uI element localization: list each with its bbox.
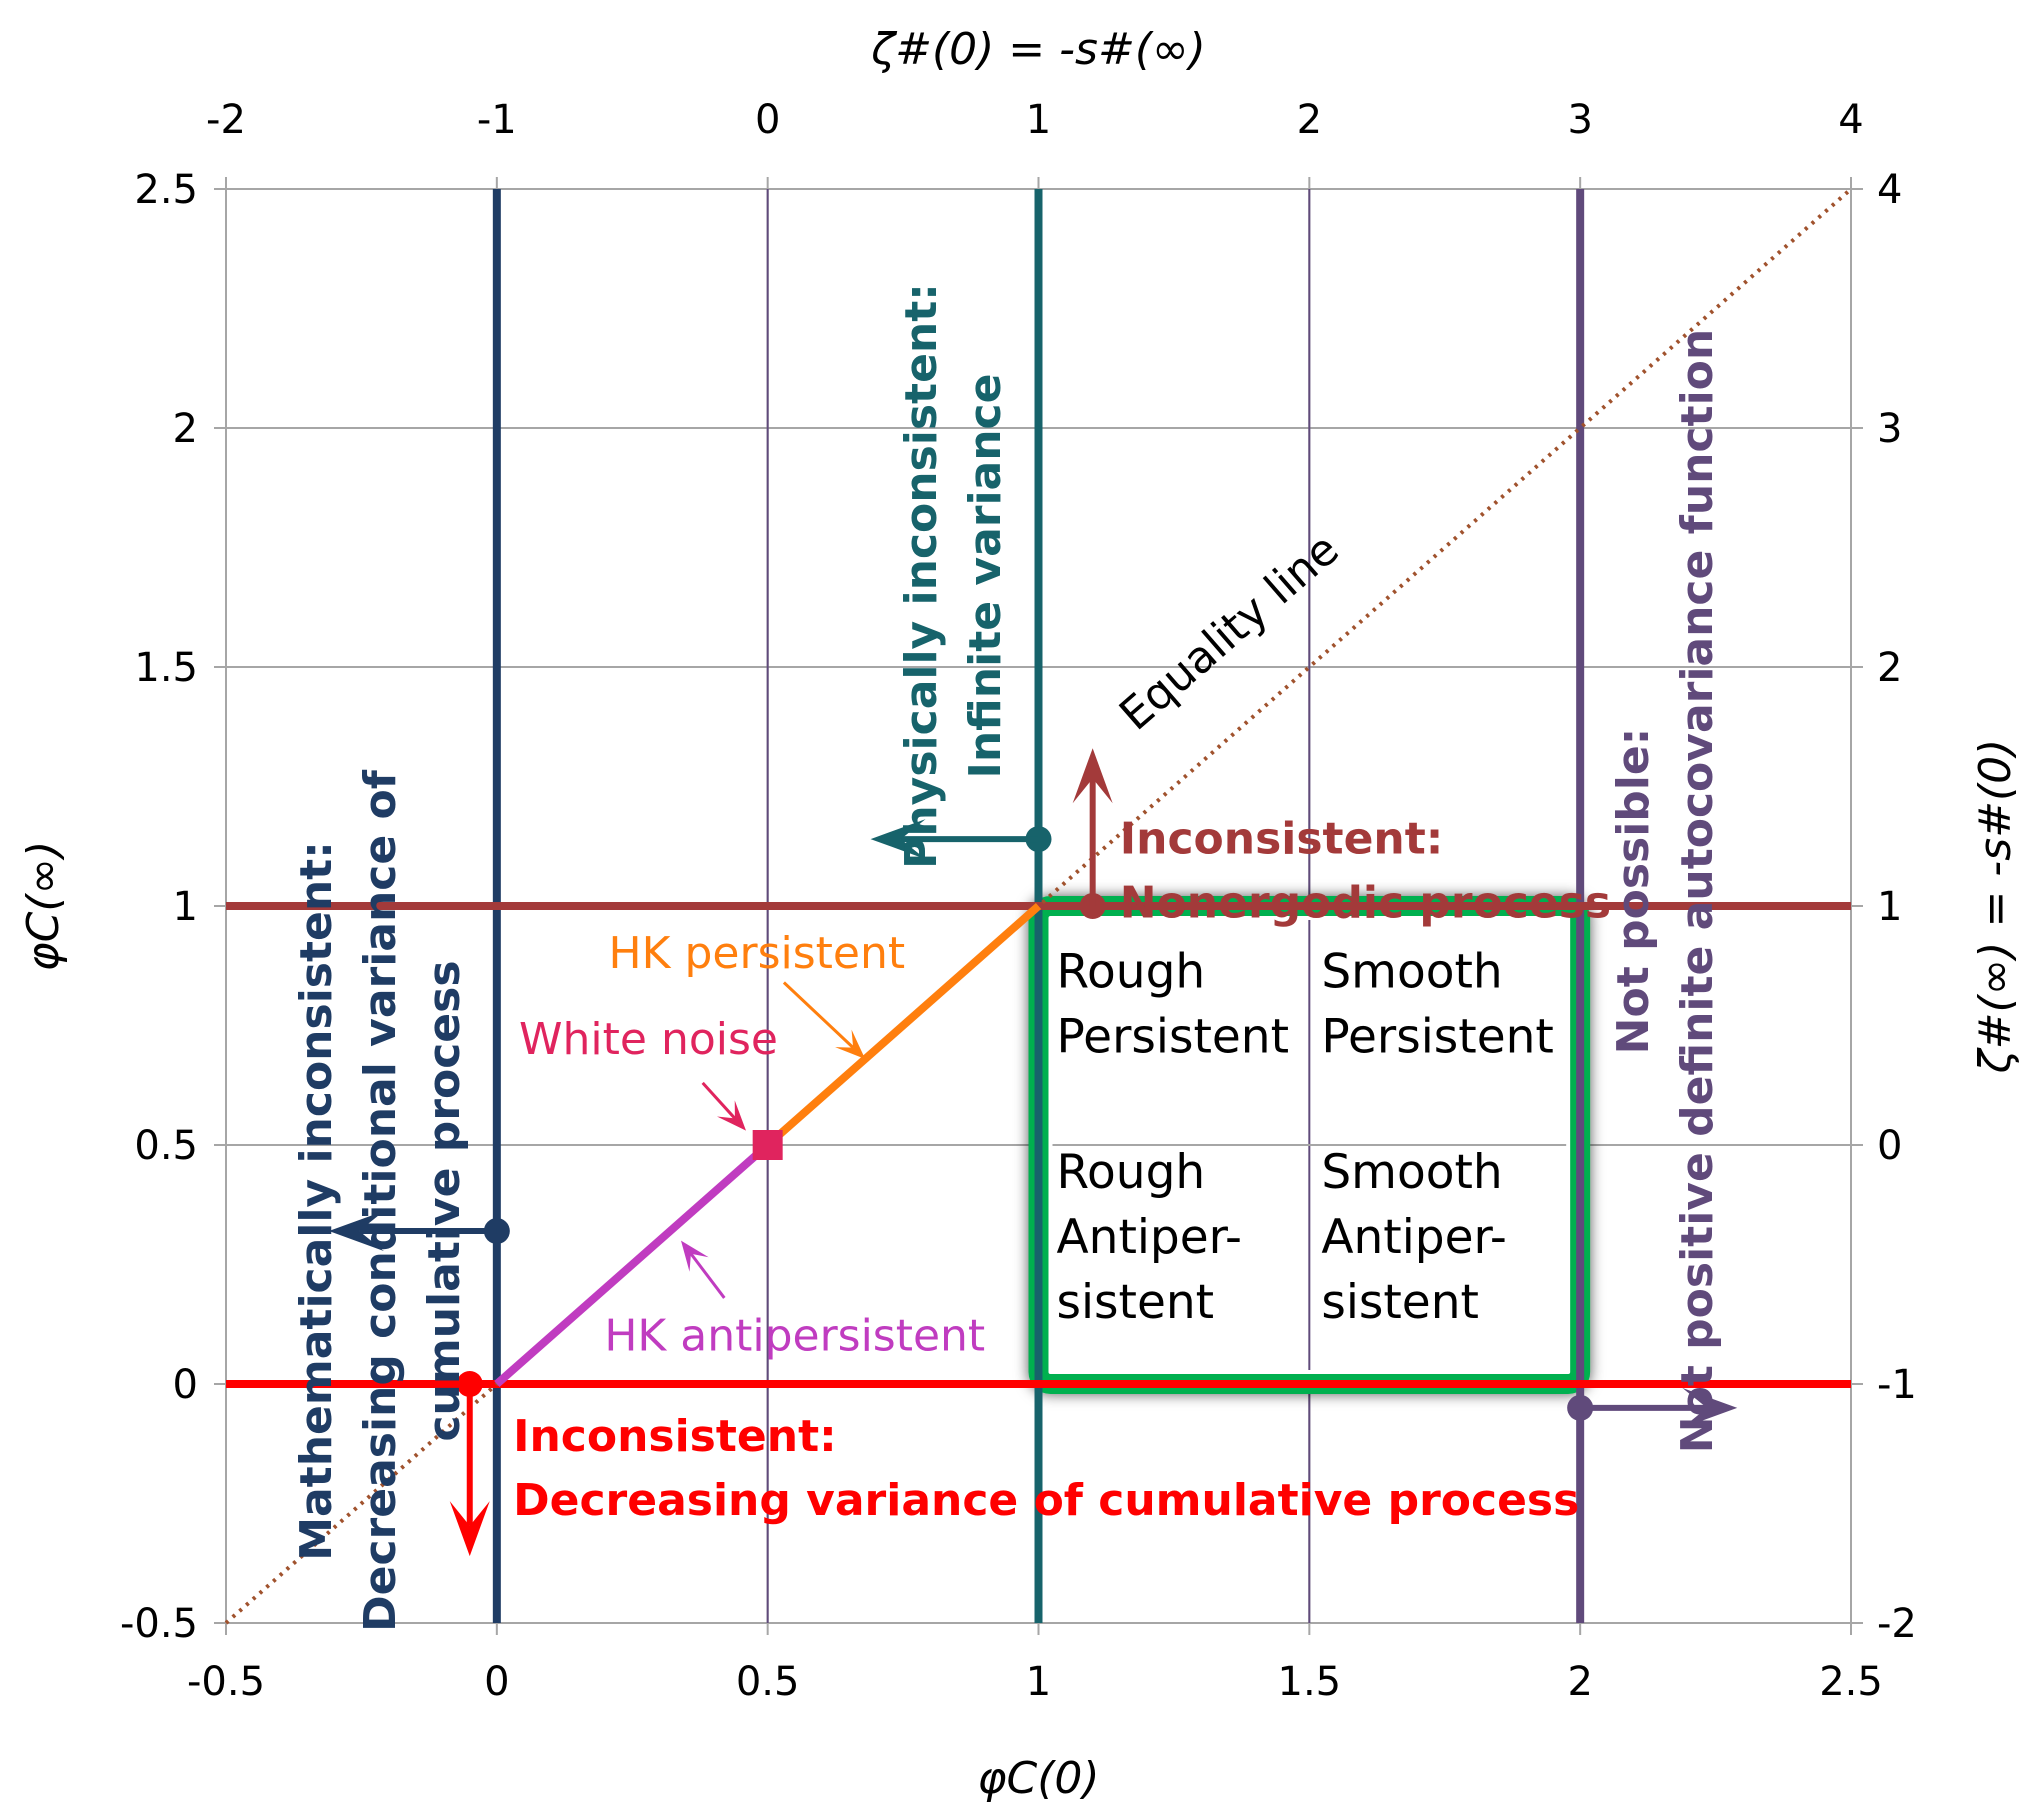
quadrant-label-smooth-antiper-sistent: Smooth Antiper-sistent (1321, 1145, 1506, 1330)
x2-tick-label: 3 (1567, 97, 1592, 143)
hk-antipersistent-label: HK antipersistent (604, 1311, 985, 1362)
nonergodic-arrow-head (1072, 748, 1113, 804)
variance-arrow-head (449, 1501, 490, 1557)
y2-tick-label: -1 (1877, 1362, 1917, 1408)
not-possible-annotation-line: Not positive definite autocovariance fun… (1672, 329, 1723, 1453)
y2-tick-label: 1 (1877, 884, 1902, 930)
y-tick-label: 0 (173, 1362, 198, 1408)
quadrant-label-smooth-antiper-sistent-line: sistent (1321, 1275, 1479, 1330)
y2-tick-label: 0 (1877, 1123, 1902, 1169)
not-possible-arrow-head (1682, 1387, 1738, 1428)
x2-tick-label: -1 (477, 97, 517, 143)
y-tick-label: 2 (173, 406, 198, 452)
quadrant-label-rough-antiper-sistent: Rough Antiper-sistent (1057, 1145, 1242, 1330)
physical-arrow-head (870, 819, 926, 860)
x2-tick-label: 0 (755, 97, 780, 143)
x2-tick-label: -2 (206, 97, 246, 143)
quadrant-label-rough-persistent-line: Persistent (1057, 1009, 1290, 1064)
y-tick-label: 0.5 (134, 1123, 198, 1169)
quadrant-label-smooth-antiper-sistent-line: Antiper- (1321, 1210, 1506, 1265)
x-tick-label: 1 (1026, 1659, 1051, 1705)
decreasing-variance-annotation: Inconsistent: Decreasing variance of cumu… (513, 1411, 1579, 1526)
nonergodic-annotation: Inconsistent: Nonergodic process (1120, 813, 1611, 928)
physical-annotation: Physically inconsistent: Infinite varianc… (896, 283, 1011, 869)
physical-annotation-line: Infinite variance (960, 373, 1011, 778)
nonergodic-annotation-line: Nonergodic process (1120, 877, 1611, 928)
x-tick-label: 0 (484, 1659, 509, 1705)
series-hk-antipersistent (494, 1142, 771, 1387)
y2-tick-label: 3 (1877, 406, 1902, 452)
quadrant-label-rough-persistent: Rough Persistent (1057, 944, 1290, 1064)
hk-persistent-label: HK persistent (609, 928, 906, 979)
x-tick-label: 1.5 (1278, 1659, 1342, 1705)
y2-tick-label: 2 (1877, 645, 1902, 691)
x2-tick-label: 2 (1297, 97, 1322, 143)
x2-tick-label: 1 (1026, 97, 1051, 143)
physical-annotation-line: Physically inconsistent: (896, 283, 947, 869)
y-tick-label: 1 (173, 884, 198, 930)
y-tick-label: -0.5 (120, 1601, 198, 1647)
hk-antipersistent-pointer-head (681, 1240, 709, 1272)
not-possible-annotation-line: Not possible: (1608, 728, 1659, 1055)
quadrant-label-rough-persistent-line: Rough (1057, 944, 1206, 999)
decreasing-variance-annotation-line: Inconsistent: (513, 1411, 837, 1462)
white-noise-pointer-shaft (701, 1081, 737, 1120)
quadrant-label-rough-antiper-sistent-line: Antiper- (1057, 1210, 1242, 1265)
tick-labels: -0.5 0 0.5 1 1.5 2 2.5-2 -1 0 1 2 3 4-0.500.511.522.… (18, 24, 2021, 1804)
mathematical-annotation: Mathematically inconsistent: Decreasing c… (291, 769, 470, 1632)
quadrant-label-rough-antiper-sistent-line: sistent (1057, 1275, 1215, 1330)
hk-antipersistent-pointer-shaft (689, 1252, 726, 1299)
white-noise-marker (752, 1130, 783, 1160)
white-noise-pointer-head (716, 1100, 746, 1131)
y2-tick-label: -2 (1877, 1601, 1917, 1647)
marker-layer (328, 748, 1738, 1557)
y2-tick-label: 4 (1877, 167, 1902, 213)
y-axis-label: φC(∞) (18, 841, 69, 972)
mathematical-annotation-line: cumulative process (419, 960, 470, 1441)
x-tick-label: 2.5 (1819, 1659, 1883, 1705)
x2-tick-label: 4 (1838, 97, 1863, 143)
x2-axis-label: ζ#(0) = -s#(∞) (870, 24, 1206, 75)
quadrant-label-rough-antiper-sistent-line: Rough (1057, 1145, 1206, 1200)
white-noise-label: White noise (519, 1014, 778, 1065)
x-tick-label: 0.5 (736, 1659, 800, 1705)
hk-persistent-pointer-head (835, 1029, 866, 1059)
series-hk-persistent (765, 903, 1042, 1148)
mathematical-arrow-head (328, 1211, 384, 1252)
not-possible-annotation: Not possible: Not positive definite autoc… (1608, 329, 1723, 1453)
quadrant-label-smooth-persistent-line: Persistent (1321, 1009, 1554, 1064)
x-tick-label: -0.5 (187, 1659, 265, 1705)
quadrant-label-smooth-persistent: Smooth Persistent (1321, 944, 1554, 1064)
nonergodic-annotation-line: Inconsistent: (1120, 813, 1444, 864)
mathematical-annotation-line: Mathematically inconsistent: (291, 841, 342, 1561)
y-tick-label: 2.5 (134, 167, 198, 213)
x-tick-label: 2 (1567, 1659, 1592, 1705)
series-layer (224, 187, 1853, 1625)
quadrant-label-smooth-persistent-line: Smooth (1321, 944, 1502, 999)
quadrant-label-smooth-antiper-sistent-line: Smooth (1321, 1145, 1502, 1200)
x-axis-label: φC(0) (977, 1753, 1099, 1804)
hk-persistent-pointer-shaft (782, 981, 855, 1049)
decreasing-variance-annotation-line: Decreasing variance of cumulative proces… (513, 1475, 1579, 1526)
y2-axis-label: ζ#(∞) = -s#(0) (1970, 739, 2021, 1075)
annotations: Rough Persistent Smooth Persistent Rough Anti… (291, 283, 1723, 1632)
y-tick-label: 1.5 (134, 645, 198, 691)
mathematical-annotation-line: Decreasing conditional variance of (355, 769, 406, 1632)
